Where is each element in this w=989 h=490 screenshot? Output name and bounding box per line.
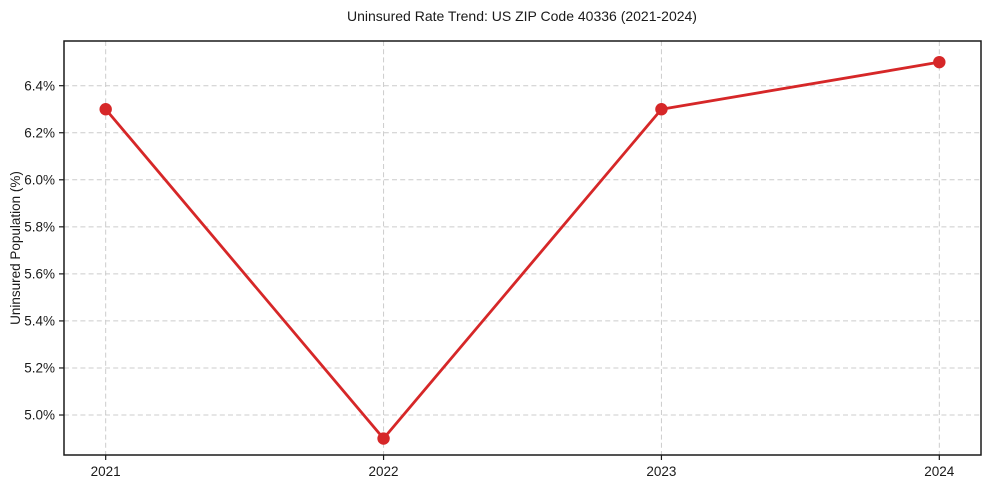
data-point — [99, 103, 112, 116]
data-point — [655, 103, 668, 116]
x-tick-label: 2021 — [91, 464, 121, 479]
x-tick-label: 2024 — [924, 464, 955, 479]
y-tick-label: 6.4% — [24, 78, 55, 93]
y-tick-label: 5.6% — [24, 267, 55, 282]
plot-area: 5.0% 5.2% 5.4% 5.6% 5.8% 6.0% 6.2% 6.4% 2021 2022… — [24, 40, 982, 479]
y-tick-label: 5.0% — [24, 408, 55, 423]
trend-line — [104, 60, 941, 440]
data-point — [933, 55, 946, 69]
x-tick-label: 2022 — [369, 464, 399, 479]
data-point — [377, 432, 390, 445]
y-tick-label: 6.2% — [24, 125, 55, 140]
y-tick-label: 5.4% — [24, 314, 55, 329]
chart-title: Uninsured Rate Trend: US ZIP Code 40336 … — [347, 8, 697, 24]
plot-border — [63, 40, 982, 456]
y-tick-label: 5.8% — [24, 220, 55, 235]
y-tick-label: 5.2% — [24, 361, 55, 376]
x-tick-label: 2023 — [646, 464, 676, 479]
y-tick-label: 6.0% — [24, 172, 55, 187]
y-axis-label: Uninsured Population (%) — [8, 171, 23, 325]
